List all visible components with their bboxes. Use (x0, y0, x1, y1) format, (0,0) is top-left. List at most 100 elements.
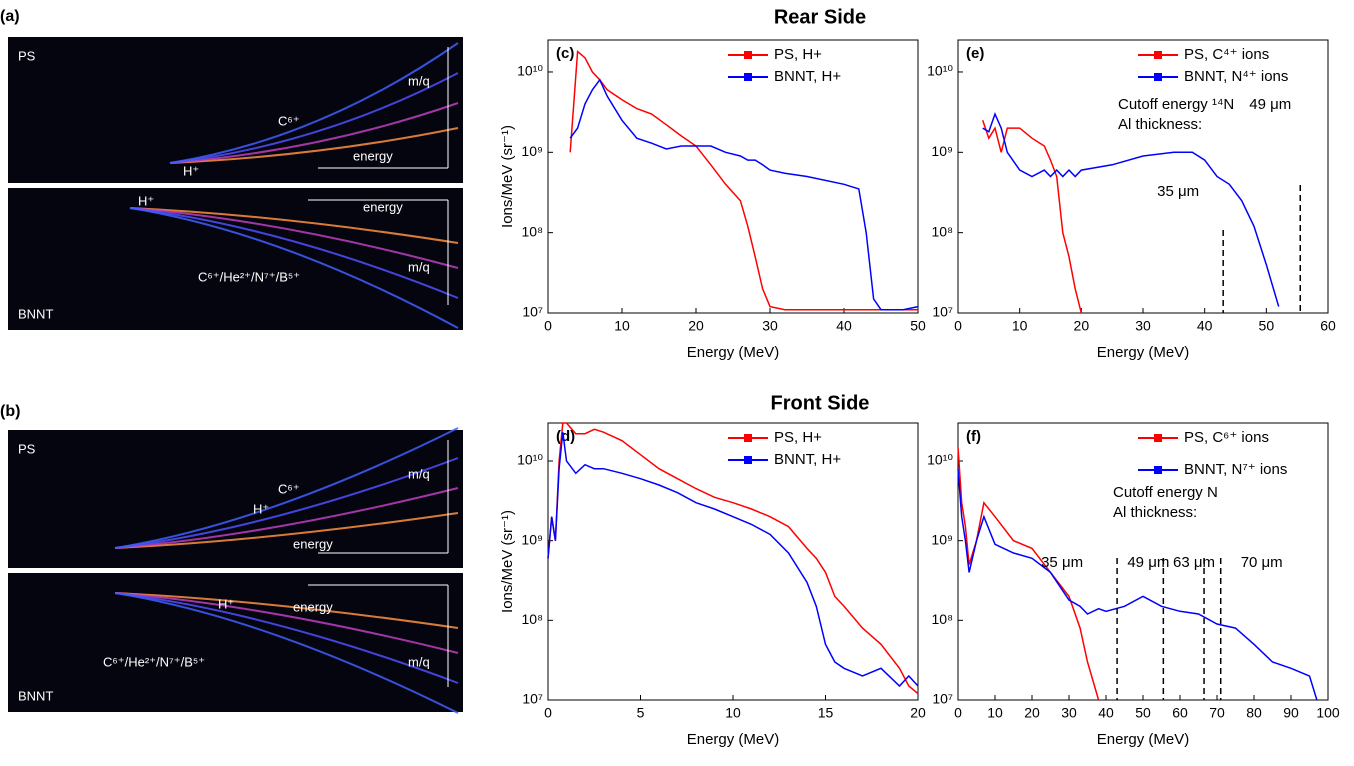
y-tick-label: 10⁷ (932, 691, 953, 707)
ion-label: H⁺ (183, 163, 199, 178)
y-tick-label: 10⁹ (521, 143, 543, 159)
legend-label: PS, H+ (774, 429, 822, 446)
x-tick-label: 20 (1024, 705, 1040, 721)
y-axis-label: Ions/MeV (sr⁻¹) (499, 125, 516, 228)
detector-image (8, 188, 463, 330)
annotation: 63 μm (1173, 554, 1215, 571)
x-tick-label: 50 (1259, 318, 1275, 334)
y-tick-label: 10¹⁰ (517, 452, 543, 468)
trace (169, 127, 459, 164)
plot-frame (547, 422, 919, 701)
detector-image (8, 37, 463, 183)
panel-label: (b) (0, 403, 20, 420)
legend-marker (744, 73, 752, 81)
x-tick-label: 10 (614, 318, 630, 334)
x-tick-label: 0 (954, 318, 962, 334)
ion-label: C⁶⁺/He²⁺/N⁷⁺/B⁵⁺ (103, 654, 205, 669)
legend-marker (744, 51, 752, 59)
trace (169, 102, 459, 164)
image-name: PS (18, 441, 36, 456)
y-tick-label: 10⁸ (932, 611, 954, 627)
x-tick-label: 0 (544, 705, 552, 721)
series-line (547, 422, 919, 695)
x-tick-label: 70 (1209, 705, 1225, 721)
y-axis-label: Ions/MeV (sr⁻¹) (499, 510, 516, 613)
x-axis-label: Energy (MeV) (1097, 344, 1190, 361)
ion-label: H⁺ (218, 596, 234, 611)
series-line (547, 432, 919, 688)
annotation: 35 μm (1041, 554, 1083, 571)
detector-image (8, 573, 463, 712)
series-line (957, 468, 1318, 701)
panel-label: (c) (556, 45, 574, 62)
x-tick-label: 40 (1098, 705, 1114, 721)
series-line (569, 78, 919, 311)
ion-label: C⁶⁺/He²⁺/N⁷⁺/B⁵⁺ (198, 269, 300, 284)
y-tick-label: 10¹⁰ (927, 452, 953, 468)
y-tick-label: 10¹⁰ (517, 63, 543, 79)
y-tick-label: 10⁷ (932, 304, 953, 320)
x-tick-label: 0 (954, 705, 962, 721)
trace (114, 427, 459, 549)
trace (114, 592, 459, 714)
axis-note: m/q (408, 466, 430, 481)
series-line (981, 120, 1083, 314)
legend-label: PS, C⁶⁺ ions (1184, 429, 1269, 446)
annotation: Cutoff energy N (1113, 484, 1218, 501)
series-line (957, 446, 1100, 701)
x-tick-label: 40 (836, 318, 852, 334)
x-tick-label: 30 (1061, 705, 1077, 721)
x-axis-label: Energy (MeV) (687, 731, 780, 748)
panel-label: (a) (0, 8, 20, 25)
ion-label: C⁶⁺ (278, 481, 300, 496)
image-name: PS (18, 48, 36, 63)
annotation: Al thickness: (1113, 504, 1197, 521)
axis-note: energy (363, 199, 403, 214)
trace (114, 592, 459, 629)
y-tick-label: 10⁹ (521, 531, 543, 547)
x-tick-label: 40 (1197, 318, 1213, 334)
x-tick-label: 50 (910, 318, 926, 334)
annotation: 70 μm (1241, 554, 1283, 571)
x-tick-label: 10 (1012, 318, 1028, 334)
ion-label: H⁺ (253, 501, 269, 516)
x-tick-label: 50 (1135, 705, 1151, 721)
plot-frame (547, 39, 919, 314)
x-tick-label: 10 (987, 705, 1003, 721)
ion-label: C⁶⁺ (278, 113, 300, 128)
x-tick-label: 10 (725, 705, 741, 721)
legend-label: PS, H+ (774, 46, 822, 63)
annotation: 35 μm (1157, 183, 1199, 200)
trace (169, 42, 459, 164)
image-name: BNNT (18, 306, 53, 321)
trace (114, 592, 459, 684)
trace (114, 512, 459, 549)
x-axis-label: Energy (MeV) (687, 344, 780, 361)
ion-label: H⁺ (138, 193, 154, 208)
legend-marker (744, 434, 752, 442)
panel-label: (f) (966, 428, 981, 445)
annotation: Cutoff energy ¹⁴N (1118, 96, 1234, 113)
legend-label: BNNT, N⁷⁺ ions (1184, 461, 1287, 478)
legend-label: BNNT, H+ (774, 68, 841, 85)
x-tick-label: 90 (1283, 705, 1299, 721)
annotation: 49 μm (1127, 554, 1169, 571)
x-tick-label: 20 (1074, 318, 1090, 334)
y-tick-label: 10⁸ (522, 611, 544, 627)
rear-title: Rear Side (774, 6, 866, 28)
trace (129, 207, 459, 269)
x-tick-label: 0 (544, 318, 552, 334)
legend-label: BNNT, H+ (774, 451, 841, 468)
x-axis-label: Energy (MeV) (1097, 731, 1190, 748)
trace (129, 207, 459, 329)
legend-marker (1154, 434, 1162, 442)
x-tick-label: 60 (1320, 318, 1336, 334)
x-tick-label: 60 (1172, 705, 1188, 721)
annotation: 49 μm (1249, 96, 1291, 113)
axis-note: energy (293, 599, 333, 614)
legend-marker (1154, 51, 1162, 59)
trace (114, 487, 459, 549)
legend-label: BNNT, N⁴⁺ ions (1184, 68, 1288, 85)
image-panel: PS C⁶⁺ H⁺ m/q energy BNNT H⁺ energy C⁶⁺/He²⁺/N⁷⁺… (8, 427, 463, 714)
